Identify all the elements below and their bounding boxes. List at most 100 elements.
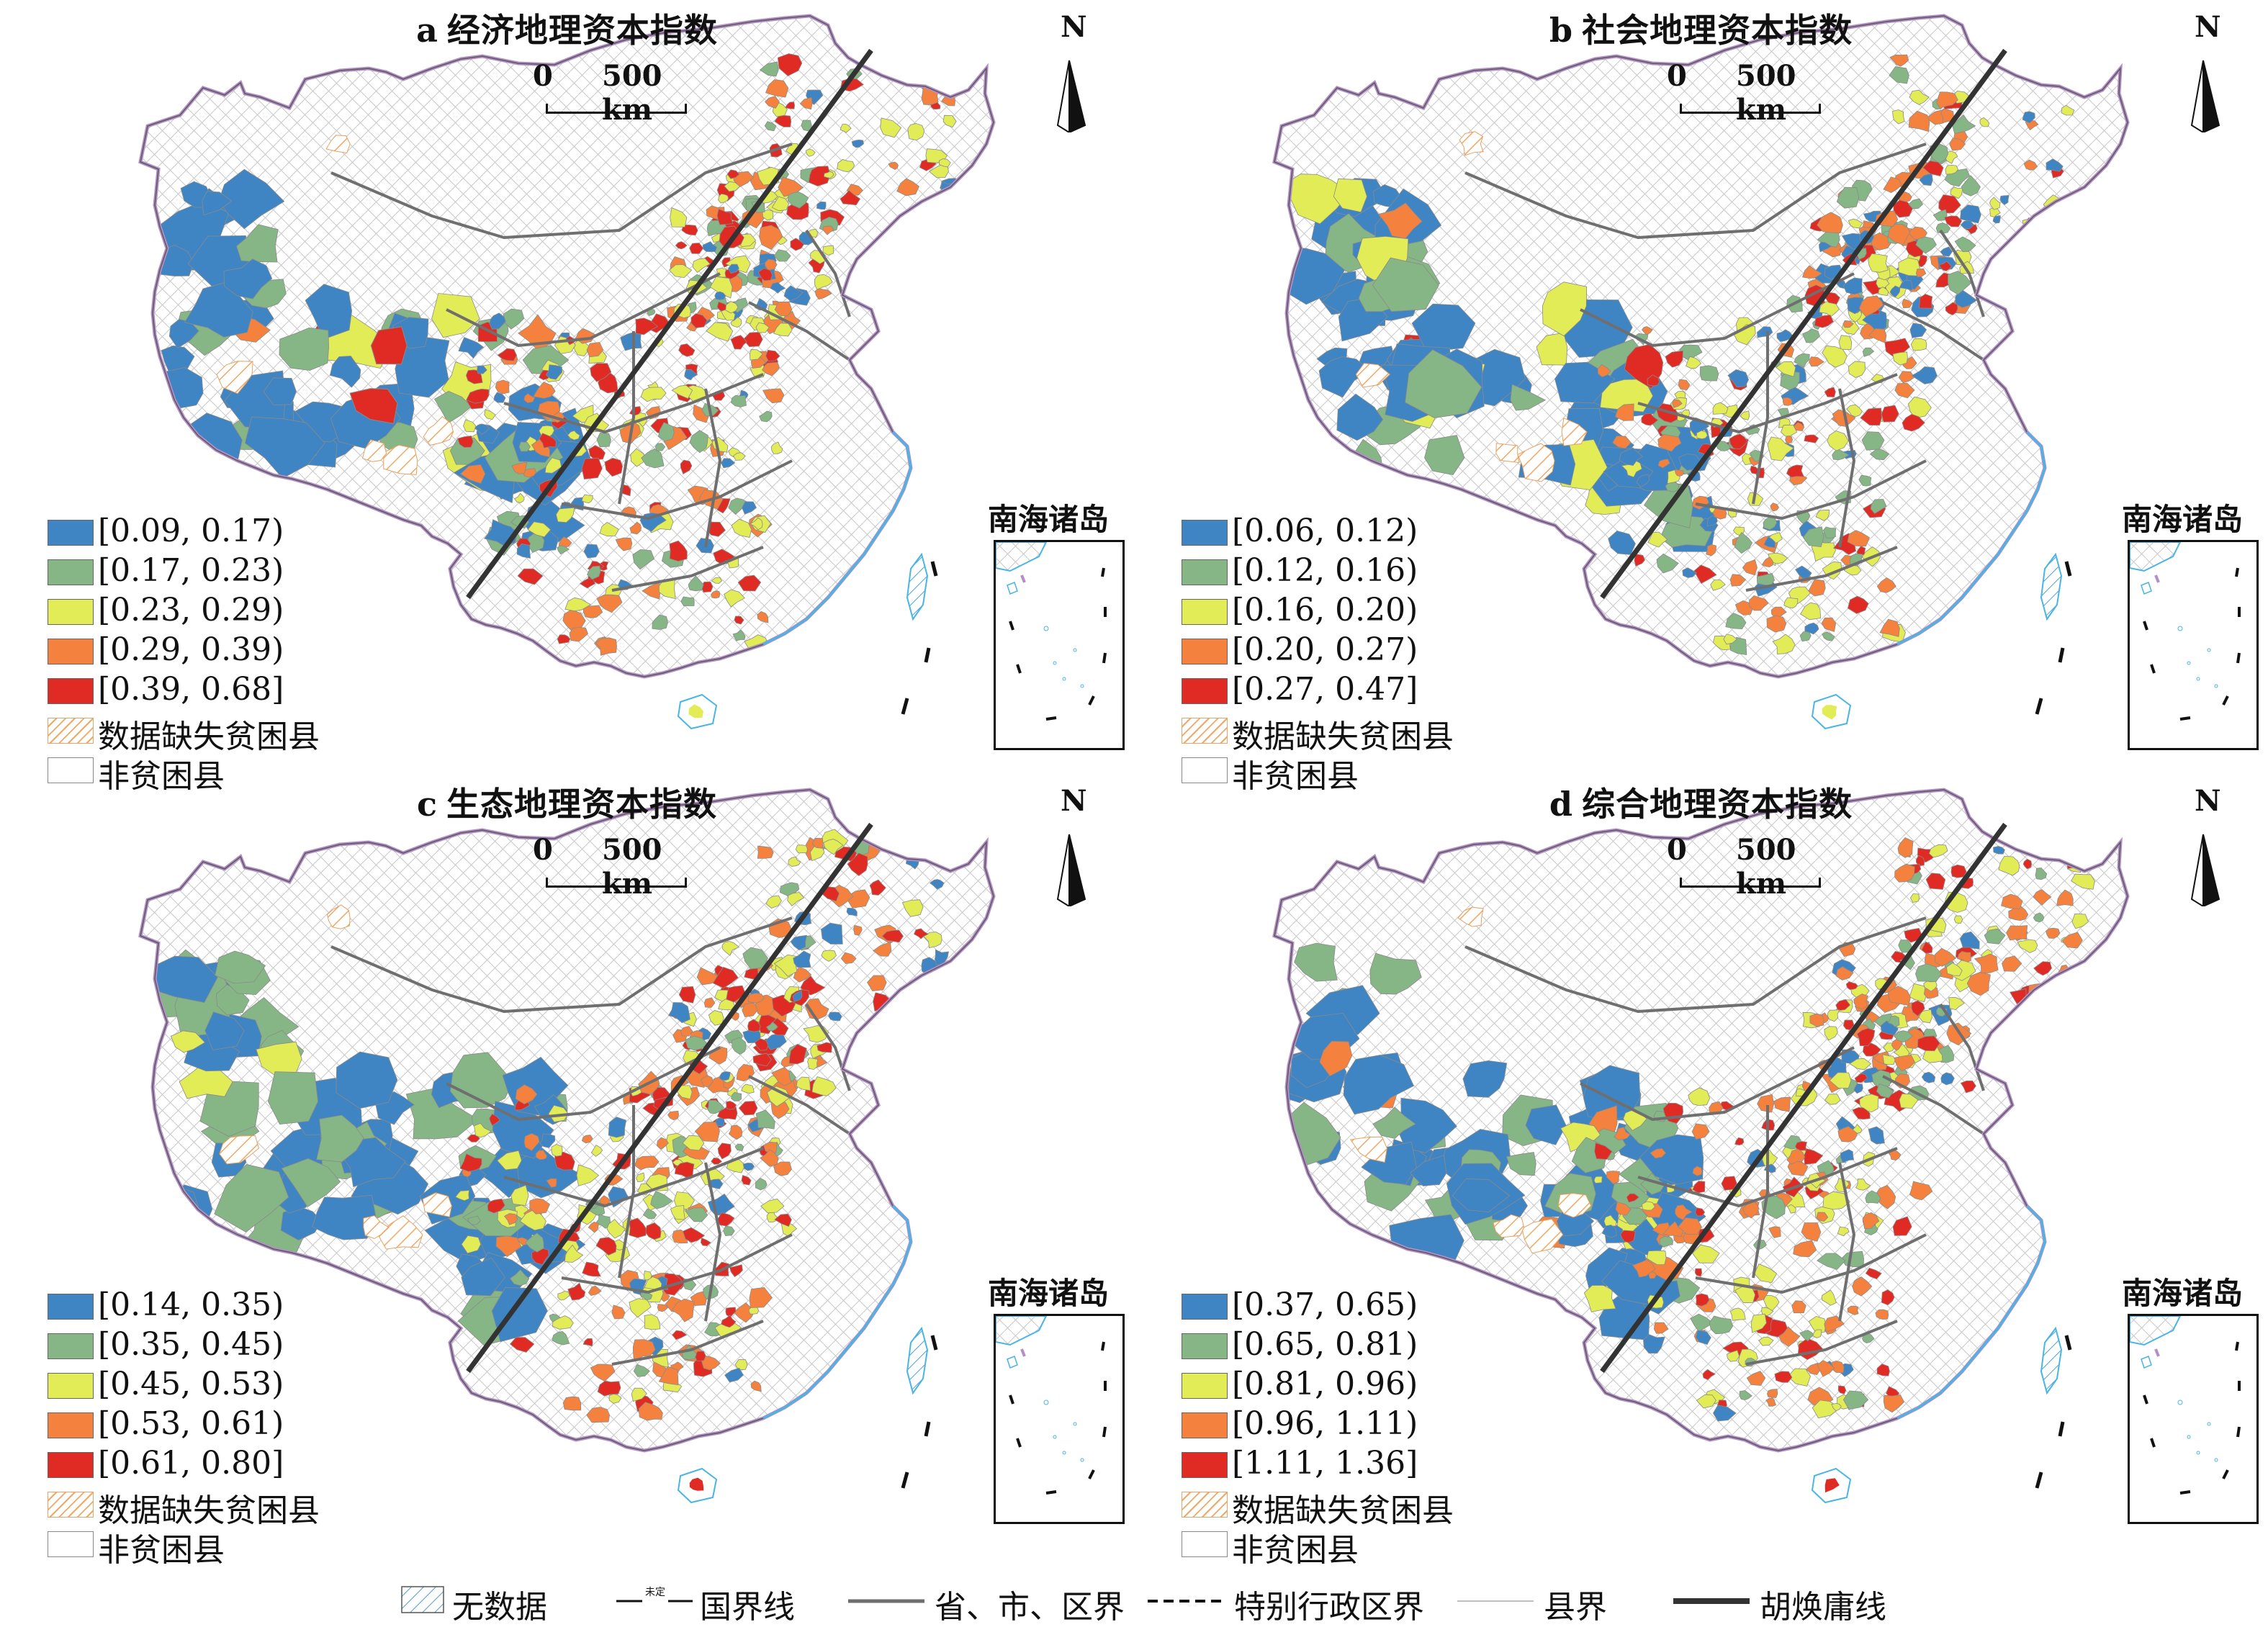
county-class-3 (670, 1205, 685, 1220)
county-class-4 (595, 637, 617, 656)
county-class-3 (1729, 1307, 1746, 1321)
taiwan-no-data (906, 552, 929, 621)
legend-swatch (48, 1531, 94, 1557)
county-class-2 (1862, 347, 1875, 357)
county-class-2 (1870, 499, 1887, 514)
county-class-5 (913, 928, 929, 939)
legend-swatch (1182, 599, 1228, 625)
county-class-3 (907, 123, 925, 141)
county-class-4 (588, 1285, 602, 1296)
county-class-2 (689, 430, 708, 454)
county-class-1 (851, 139, 864, 148)
legend-swatch (1182, 678, 1228, 704)
county-class-5 (734, 616, 744, 625)
county-class-2 (787, 191, 809, 209)
county-class-3 (631, 1387, 647, 1402)
county-class-4 (1816, 1212, 1829, 1222)
county-class-1 (790, 934, 808, 951)
county-class-5 (1902, 413, 1925, 432)
county-class-3 (724, 589, 745, 608)
county-class-3 (1868, 253, 1889, 273)
county-class-4 (1807, 579, 1826, 597)
county-class-1 (1921, 1071, 1936, 1083)
legend-label: 非贫困县 (98, 1532, 225, 1569)
county-class-5 (1865, 1267, 1882, 1280)
county-class-3 (1950, 186, 1963, 199)
legend-swatch (1182, 1492, 1228, 1518)
county-class-4 (1757, 1094, 1775, 1113)
hainan-county (688, 704, 703, 718)
county-class-5 (754, 1038, 769, 1051)
legend-label: 非贫困县 (98, 758, 225, 795)
county-class-3 (1827, 430, 1849, 451)
county-class-3 (455, 1190, 469, 1202)
county-class-3 (1642, 1201, 1656, 1211)
hu-line (1600, 822, 2007, 1374)
missing-data-county (1493, 1214, 1525, 1238)
county-class-5 (729, 1264, 743, 1278)
county-class-2 (596, 432, 611, 448)
county-class-4 (1889, 54, 1909, 67)
county-class-3 (1953, 915, 1963, 924)
county-class-4 (814, 288, 832, 300)
county-class-5 (741, 1174, 752, 1186)
county-class-1 (329, 356, 361, 388)
scale-zero: 0 (1667, 833, 1687, 867)
county-class-4 (1894, 863, 1915, 883)
county-class-3 (823, 839, 844, 855)
maritime-boundary-dash (2064, 1335, 2072, 1351)
county-class-2 (641, 449, 665, 469)
county-class-5 (1620, 1230, 1636, 1243)
county-class-3 (1824, 1094, 1841, 1105)
county-class-4 (1835, 966, 1854, 981)
county-class-1 (1643, 1334, 1665, 1354)
legend-swatch (48, 599, 94, 625)
county-class-2 (524, 1232, 544, 1253)
choropleth-map (1134, 0, 2268, 730)
legend-label: [0.20, 0.27) (1232, 631, 1418, 668)
county-class-5 (1917, 1035, 1940, 1052)
county-class-1 (493, 392, 506, 403)
county-class-3 (750, 517, 763, 531)
county-class-3 (1837, 1227, 1850, 1237)
county-class-4 (546, 1178, 557, 1188)
county-class-4 (581, 1135, 593, 1144)
county-class-5 (777, 53, 803, 76)
county-class-5 (1915, 855, 1925, 867)
county-class-3 (942, 114, 957, 128)
legend-swatch (1182, 1294, 1228, 1320)
county-class-1 (1842, 277, 1863, 295)
county-class-2 (1842, 1390, 1869, 1410)
county-class-4 (1770, 502, 1779, 512)
county-class-3 (1928, 844, 1948, 858)
legend-swatch (48, 520, 94, 546)
county-class-4 (588, 1221, 599, 1233)
county-class-3 (682, 1135, 705, 1151)
county-class-4 (762, 388, 785, 404)
county-class-3 (474, 1122, 492, 1138)
legend-swatch (1182, 1412, 1228, 1438)
county-class-1 (1639, 1134, 1704, 1185)
legend-label: [0.35, 0.45) (98, 1326, 284, 1363)
county-class-3 (1333, 178, 1367, 213)
county-class-4 (804, 998, 829, 1020)
county-class-1 (458, 337, 485, 359)
county-class-1 (244, 416, 325, 479)
county-class-4 (1378, 202, 1423, 239)
county-class-3 (1831, 1403, 1842, 1412)
county-class-3 (497, 1150, 522, 1171)
missing-data-county (1517, 443, 1555, 482)
county-class-2 (685, 1035, 708, 1051)
county-class-3 (677, 1085, 693, 1100)
county-class-5 (1918, 294, 1933, 309)
panel-letter: d (1549, 785, 1574, 824)
county-class-4 (1805, 1362, 1822, 1375)
county-class-1 (1525, 1104, 1567, 1145)
county-class-5 (937, 78, 958, 92)
county-class-3 (692, 258, 711, 274)
county-class-2 (214, 1164, 289, 1232)
county-class-3 (564, 1244, 584, 1263)
county-class-3 (796, 1076, 811, 1091)
county-class-1 (1960, 220, 1975, 230)
scale-zero: 0 (533, 833, 553, 867)
